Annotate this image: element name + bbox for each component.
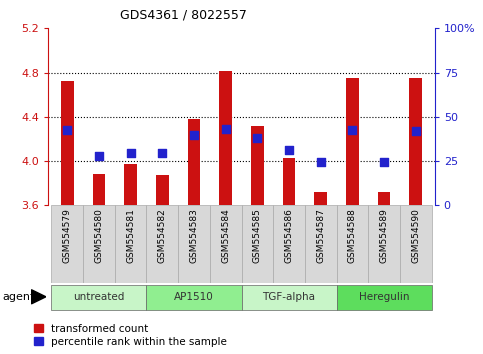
Bar: [156, 176, 169, 205]
Text: GSM554583: GSM554583: [189, 209, 199, 263]
Bar: [93, 175, 105, 205]
FancyBboxPatch shape: [146, 285, 242, 310]
Bar: [219, 72, 232, 205]
Point: [412, 129, 420, 134]
FancyBboxPatch shape: [52, 285, 146, 310]
Bar: [124, 164, 137, 205]
Text: GSM554582: GSM554582: [158, 209, 167, 263]
Text: TGF-alpha: TGF-alpha: [262, 292, 315, 302]
Point: [285, 147, 293, 153]
FancyBboxPatch shape: [210, 205, 242, 283]
Text: GSM554588: GSM554588: [348, 209, 357, 263]
Bar: [314, 192, 327, 205]
FancyBboxPatch shape: [400, 205, 431, 283]
Polygon shape: [31, 290, 46, 304]
Text: GSM554590: GSM554590: [411, 209, 420, 263]
Text: GSM554584: GSM554584: [221, 209, 230, 263]
FancyBboxPatch shape: [337, 285, 431, 310]
Bar: [346, 78, 359, 205]
FancyBboxPatch shape: [146, 205, 178, 283]
FancyBboxPatch shape: [337, 205, 368, 283]
Bar: [410, 78, 422, 205]
Text: GSM554586: GSM554586: [284, 209, 294, 263]
Bar: [283, 158, 295, 205]
Text: agent: agent: [2, 292, 35, 302]
Point: [127, 150, 134, 156]
Point: [95, 153, 103, 158]
FancyBboxPatch shape: [178, 205, 210, 283]
FancyBboxPatch shape: [368, 205, 400, 283]
Text: GSM554589: GSM554589: [380, 209, 388, 263]
Point: [380, 159, 388, 165]
Text: GDS4361 / 8022557: GDS4361 / 8022557: [120, 8, 247, 22]
Text: AP1510: AP1510: [174, 292, 214, 302]
FancyBboxPatch shape: [83, 205, 115, 283]
Text: GSM554587: GSM554587: [316, 209, 325, 263]
Legend: transformed count, percentile rank within the sample: transformed count, percentile rank withi…: [34, 324, 227, 347]
Bar: [378, 192, 390, 205]
Point: [349, 127, 356, 133]
FancyBboxPatch shape: [273, 205, 305, 283]
Text: GSM554579: GSM554579: [63, 209, 72, 263]
FancyBboxPatch shape: [115, 205, 146, 283]
Point: [190, 132, 198, 137]
Point: [254, 135, 261, 141]
Bar: [61, 81, 73, 205]
Text: GSM554580: GSM554580: [95, 209, 103, 263]
Text: Heregulin: Heregulin: [359, 292, 409, 302]
Bar: [251, 126, 264, 205]
FancyBboxPatch shape: [242, 285, 337, 310]
FancyBboxPatch shape: [52, 205, 83, 283]
Text: GSM554581: GSM554581: [126, 209, 135, 263]
Text: untreated: untreated: [73, 292, 125, 302]
FancyBboxPatch shape: [242, 205, 273, 283]
FancyBboxPatch shape: [305, 205, 337, 283]
Point: [317, 159, 325, 165]
Point: [222, 126, 229, 132]
Text: GSM554585: GSM554585: [253, 209, 262, 263]
Point: [158, 150, 166, 156]
Point: [63, 127, 71, 133]
Bar: [188, 119, 200, 205]
